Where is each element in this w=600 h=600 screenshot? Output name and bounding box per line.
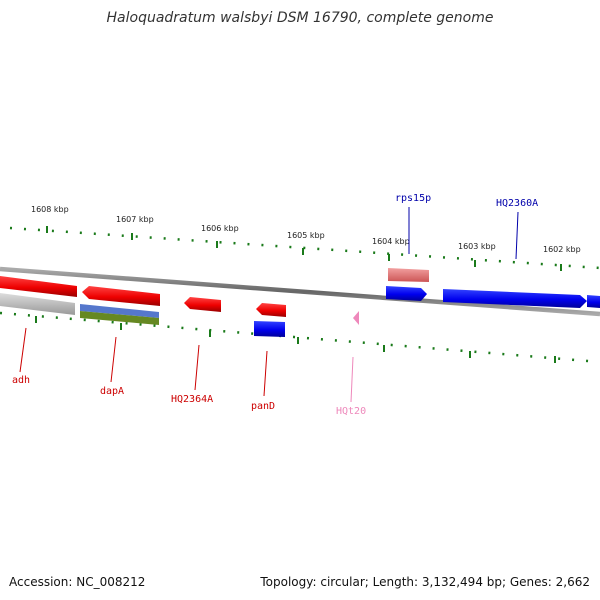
ruler-label-1605: 1605 kbp [287, 231, 325, 240]
ruler-label-1607: 1607 kbp [116, 215, 154, 224]
genome-backbone [0, 266, 600, 317]
label-HQ2360A: HQ2360A [496, 198, 538, 209]
label-rps15p: rps15p [395, 193, 431, 204]
gene-HQ2360A[interactable] [443, 289, 587, 308]
label-HQt20: HQt20 [336, 406, 366, 417]
ruler-label-1603: 1603 kbp [458, 242, 496, 251]
gene-dapA-feature-blue [80, 304, 159, 318]
gene-HQ2364A[interactable] [184, 297, 221, 312]
genome-summary: Topology: circular; Length: 3,132,494 bp… [260, 575, 590, 589]
trna-HQt20[interactable] [353, 311, 359, 325]
label-panD: panD [251, 401, 275, 412]
gene-panD[interactable] [256, 303, 286, 317]
gene-adh-feature [0, 293, 75, 315]
label-leaders [19, 207, 519, 403]
gene-rps15p-rna [388, 268, 429, 282]
lower-tick-row [0, 311, 600, 364]
gene-panD-cds[interactable] [254, 321, 285, 337]
ruler-label-1606: 1606 kbp [201, 224, 239, 233]
upper-tick-row [9, 226, 600, 270]
gene-adh[interactable] [0, 276, 77, 297]
ruler-label-1608: 1608 kbp [31, 205, 69, 214]
ruler-label-1602: 1602 kbp [543, 245, 581, 254]
accession-text: Accession: NC_008212 [9, 575, 146, 589]
label-dapA: dapA [100, 386, 124, 397]
gene-dapA[interactable] [82, 286, 160, 306]
gene-next[interactable] [587, 295, 600, 308]
label-adh: adh [12, 375, 30, 386]
label-HQ2364A: HQ2364A [171, 394, 213, 405]
ruler-label-1604: 1604 kbp [372, 237, 410, 246]
major-ticks [35, 226, 562, 363]
gene-dapA-feature-green [80, 311, 159, 325]
map-title: Haloquadratum walsbyi DSM 16790, complet… [106, 10, 494, 26]
gene-rps15p[interactable] [386, 286, 427, 301]
